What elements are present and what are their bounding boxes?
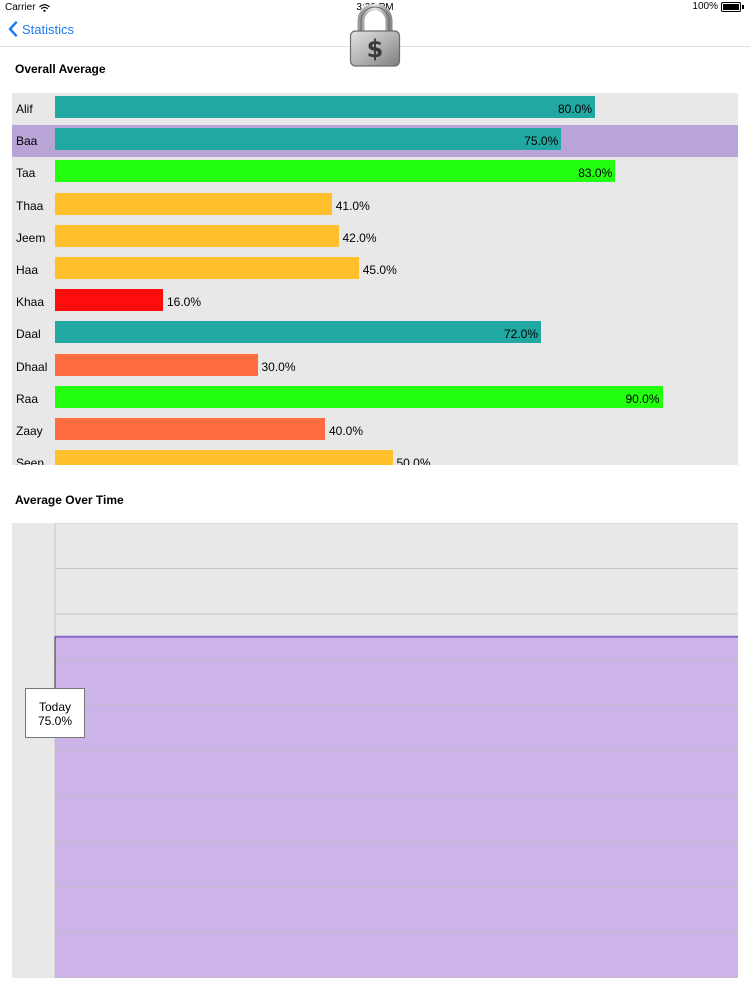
bar[interactable]: [55, 160, 616, 183]
bar-value-label: 72.0%: [503, 327, 538, 342]
bar-category-label: Raa: [16, 391, 39, 406]
bar-category-label: Baa: [16, 134, 38, 149]
bar-value-label: 50.0%: [396, 456, 431, 465]
bar-value-label: 75.0%: [524, 134, 559, 149]
bar[interactable]: [55, 257, 359, 279]
area-fill: [55, 636, 738, 978]
bar-row[interactable]: Haa 45.0%: [12, 254, 738, 286]
battery-icon: [721, 1, 741, 12]
back-button[interactable]: Statistics: [8, 21, 74, 37]
battery-percent: 100%: [692, 1, 718, 12]
bar[interactable]: [55, 353, 258, 376]
average-over-time-title: Average Over Time: [15, 493, 124, 507]
bar-category-label: Zaay: [16, 424, 43, 438]
overall-average-title: Overall Average: [15, 62, 106, 76]
bar-category-label: Seen: [16, 456, 45, 465]
bar-value-label: 80.0%: [557, 102, 592, 116]
bar-value-label: 41.0%: [335, 198, 370, 213]
bar-row[interactable]: Daal 72.0%: [12, 318, 738, 350]
svg-text:$: $: [367, 35, 384, 63]
bar-category-label: Daal: [16, 327, 41, 342]
chevron-left-icon: [8, 21, 18, 37]
bar-category-label: Dhaal: [16, 359, 48, 374]
carrier-label: Carrier: [5, 2, 36, 13]
bar[interactable]: [55, 450, 393, 465]
tooltip-value: 75.0%: [37, 714, 73, 728]
bar-row[interactable]: Seen 50.0%: [12, 447, 738, 465]
bar-row[interactable]: Raa 90.0%: [12, 383, 738, 415]
bar[interactable]: [55, 321, 541, 344]
bar-category-label: Jeem: [16, 230, 46, 245]
bar-row[interactable]: Baa 75.0%: [12, 125, 738, 158]
tooltip-label: Today: [38, 700, 72, 714]
area-chart-svg: [54, 522, 738, 979]
bar-row[interactable]: Alif 80.0%: [12, 93, 738, 125]
bar[interactable]: [55, 289, 163, 312]
bar-value-label: 16.0%: [167, 295, 202, 310]
bar-value-label: 30.0%: [261, 359, 296, 374]
bar[interactable]: [55, 128, 562, 151]
bar-value-label: 42.0%: [342, 230, 377, 245]
bar-value-label: 45.0%: [362, 263, 397, 277]
carrier-indicator: Carrier: [5, 2, 50, 13]
bar[interactable]: [55, 224, 339, 247]
average-over-time-chart[interactable]: [12, 522, 738, 979]
bar-row[interactable]: Jeem 42.0%: [12, 222, 738, 254]
bar-row[interactable]: Zaay 40.0%: [12, 415, 738, 447]
bar-category-label: Khaa: [16, 295, 45, 310]
bar-row[interactable]: Taa 83.0%: [12, 157, 738, 189]
battery-indicator: 100%: [692, 1, 744, 12]
chart-tooltip: Today 75.0%: [25, 688, 85, 738]
back-button-label: Statistics: [22, 21, 75, 37]
bar-category-label: Alif: [16, 102, 33, 116]
bar-row[interactable]: Dhaal 30.0%: [12, 351, 738, 383]
bar[interactable]: [55, 418, 325, 440]
bar-category-label: Haa: [16, 263, 39, 277]
bar[interactable]: [55, 385, 663, 408]
bar-category-label: Thaa: [16, 198, 44, 213]
bar-value-label: 90.0%: [625, 391, 660, 406]
bar-row[interactable]: Thaa 41.0%: [12, 190, 738, 222]
bar[interactable]: [55, 192, 332, 215]
bar-category-label: Taa: [16, 166, 36, 181]
bar[interactable]: [55, 96, 595, 118]
bar-value-label: 40.0%: [329, 424, 364, 438]
bar-value-label: 83.0%: [578, 166, 613, 181]
bar-row[interactable]: Khaa 16.0%: [12, 286, 738, 318]
padlock-dollar-icon[interactable]: $: [349, 4, 401, 68]
wifi-icon: [38, 3, 50, 12]
overall-average-chart[interactable]: Alif 80.0% Baa 75.0% Taa 83.0% Thaa 41.0% Jeem 42…: [12, 93, 738, 465]
